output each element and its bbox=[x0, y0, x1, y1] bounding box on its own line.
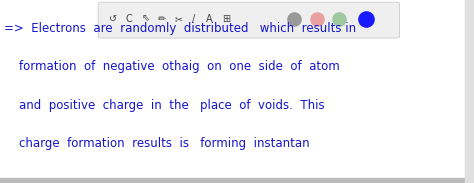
Text: formation  of  negative  othaig  on  one  side  of  atom: formation of negative othaig on one side… bbox=[4, 60, 339, 73]
Text: /: / bbox=[192, 14, 195, 24]
Text: ✏: ✏ bbox=[158, 14, 166, 24]
Text: charge  formation  results  is   forming  instantan: charge formation results is forming inst… bbox=[4, 137, 310, 150]
Text: A: A bbox=[206, 14, 213, 24]
Text: and  positive  charge  in  the   place  of  voids.  This: and positive charge in the place of void… bbox=[4, 99, 324, 112]
Point bbox=[313, 18, 320, 21]
Text: ⇖: ⇖ bbox=[142, 14, 150, 24]
FancyBboxPatch shape bbox=[98, 2, 400, 38]
Text: ↺: ↺ bbox=[109, 14, 117, 24]
Text: =>  Electrons  are  randomly  distributed   which  results in: => Electrons are randomly distributed wh… bbox=[4, 22, 356, 35]
Text: ✂: ✂ bbox=[175, 14, 183, 24]
Text: C: C bbox=[126, 14, 132, 24]
Bar bbox=[465, 0, 474, 183]
Point bbox=[362, 18, 370, 21]
Point bbox=[336, 18, 343, 21]
Bar bbox=[0, 178, 474, 183]
Point bbox=[290, 18, 298, 21]
Text: ⊞: ⊞ bbox=[222, 14, 231, 24]
